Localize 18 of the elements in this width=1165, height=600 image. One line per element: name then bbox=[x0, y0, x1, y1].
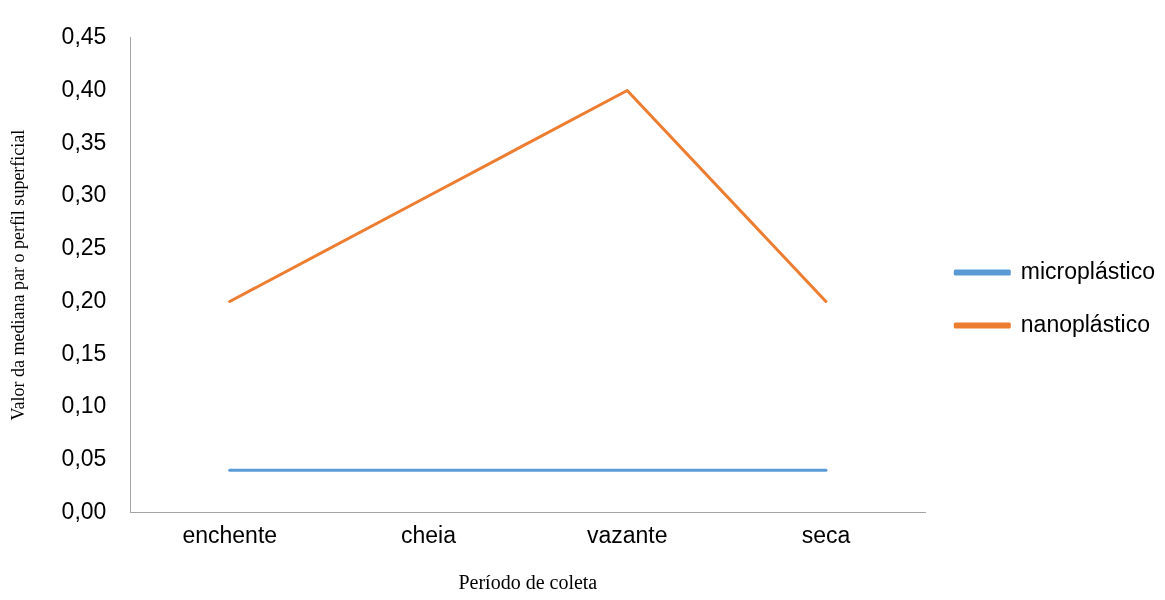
y-tick-label: 0,20 bbox=[61, 286, 107, 313]
y-tick-label: 0,40 bbox=[61, 75, 107, 102]
x-tick-label: vazante bbox=[586, 521, 668, 548]
x-tick-label: cheia bbox=[400, 521, 457, 548]
y-tick-label: 0,10 bbox=[61, 392, 107, 419]
x-axis-title: Período de coleta bbox=[458, 571, 598, 594]
legend-label: microplástico bbox=[1020, 257, 1156, 284]
y-tick-label: 0,35 bbox=[61, 128, 107, 155]
x-tick-label: enchente bbox=[182, 521, 278, 548]
y-axis-title: Valor da mediana par o perfil superficial bbox=[7, 129, 28, 421]
y-tick-label: 0,15 bbox=[61, 339, 107, 366]
x-tick-label: seca bbox=[801, 521, 851, 548]
legend-label: nanoplástico bbox=[1020, 310, 1150, 337]
y-tick-label: 0,45 bbox=[61, 23, 107, 50]
y-tick-label: 0,25 bbox=[61, 234, 107, 261]
y-tick-label: 0,30 bbox=[61, 181, 107, 208]
y-tick-label: 0,00 bbox=[61, 497, 107, 524]
y-tick-label: 0,05 bbox=[61, 445, 107, 472]
